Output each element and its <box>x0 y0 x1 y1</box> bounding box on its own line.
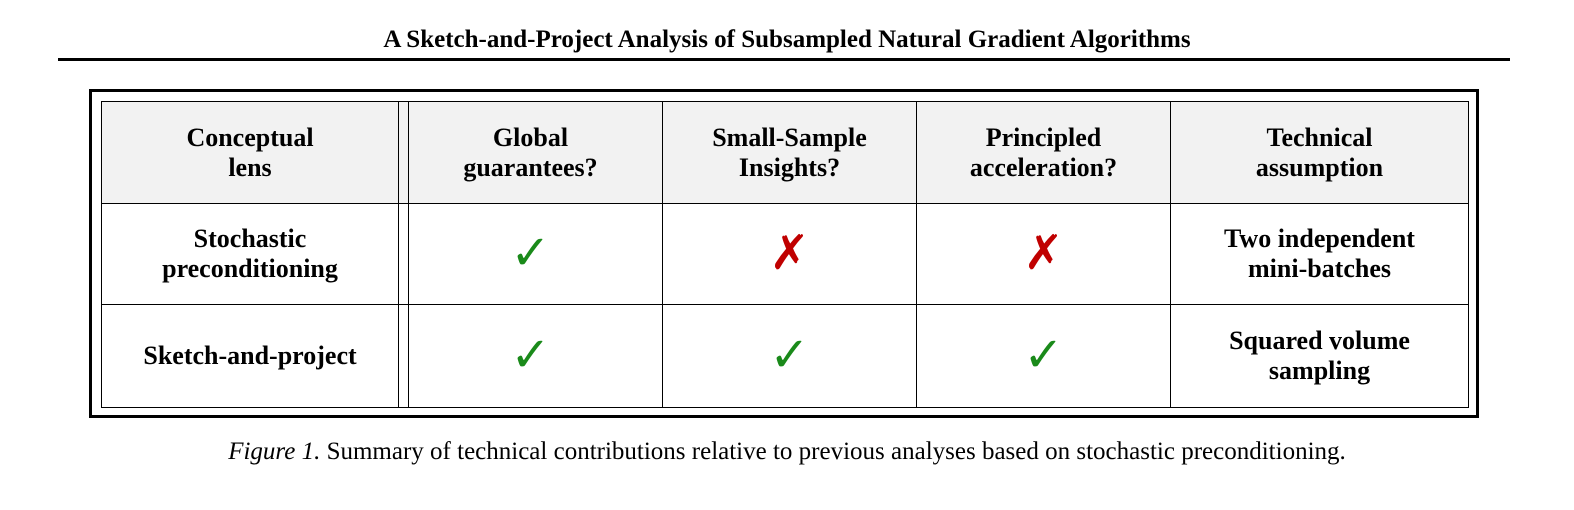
caption-text: Summary of technical contributions relat… <box>326 438 1346 465</box>
cell-line: Insights? <box>738 152 841 182</box>
cell-symbol: ✗ <box>769 227 810 280</box>
cell-line: mini-batches <box>1248 254 1391 283</box>
cell-line: acceleration? <box>969 152 1118 182</box>
header-cell: Small-Sample Insights? <box>662 101 917 204</box>
cell-line: Squared volume <box>1229 326 1410 355</box>
header-cell: Technical assumption <box>1170 101 1469 204</box>
title-rule <box>58 58 1510 61</box>
table-cell: ✓ <box>916 304 1171 408</box>
cell-line: guarantees? <box>463 152 598 182</box>
cell-line: preconditioning <box>162 254 338 283</box>
table-cell: Two independent mini-batches <box>1170 203 1469 305</box>
cell-symbol: ✓ <box>510 227 551 280</box>
table-cell: ✓ <box>398 304 663 408</box>
cell-line: Principled <box>985 122 1102 152</box>
cell-line: Conceptual <box>186 122 314 152</box>
cell-symbol: ✓ <box>1023 329 1064 382</box>
table-cell: ✗ <box>662 203 917 305</box>
header-cell: Principled acceleration? <box>916 101 1171 204</box>
cell-line: assumption <box>1255 152 1384 182</box>
cell-line: sampling <box>1268 356 1371 385</box>
table-frame <box>89 89 1479 418</box>
table-cell: ✗ <box>916 203 1171 305</box>
cell-line: Stochastic <box>193 224 307 253</box>
cell-line: lens <box>228 152 272 182</box>
caption-label: Figure 1. <box>228 438 321 465</box>
title: A Sketch-and-Project Analysis of Subsamp… <box>383 26 1191 53</box>
cell-symbol: ✓ <box>510 329 551 382</box>
table-cell: ✓ <box>398 203 663 305</box>
cell-line: Two independent <box>1224 224 1415 253</box>
header-cell: Global guarantees? <box>398 101 663 204</box>
cell-symbol: ✗ <box>1023 227 1064 280</box>
double-rule <box>408 101 409 407</box>
cell-line: Technical <box>1266 122 1373 152</box>
caption: Figure 1. Summary of technical contribut… <box>0 438 1574 466</box>
table-cell: Sketch-and-project <box>101 304 399 408</box>
header-cell: Conceptual lens <box>101 101 399 204</box>
table-cell: Stochastic preconditioning <box>101 203 399 305</box>
table-cell: ✓ <box>662 304 917 408</box>
cell-line: Small-Sample <box>712 122 867 152</box>
cell-line: Global <box>492 122 569 152</box>
cell-symbol: ✓ <box>769 329 810 382</box>
table-cell: Squared volume sampling <box>1170 304 1469 408</box>
cell-line: Sketch-and-project <box>143 341 357 370</box>
